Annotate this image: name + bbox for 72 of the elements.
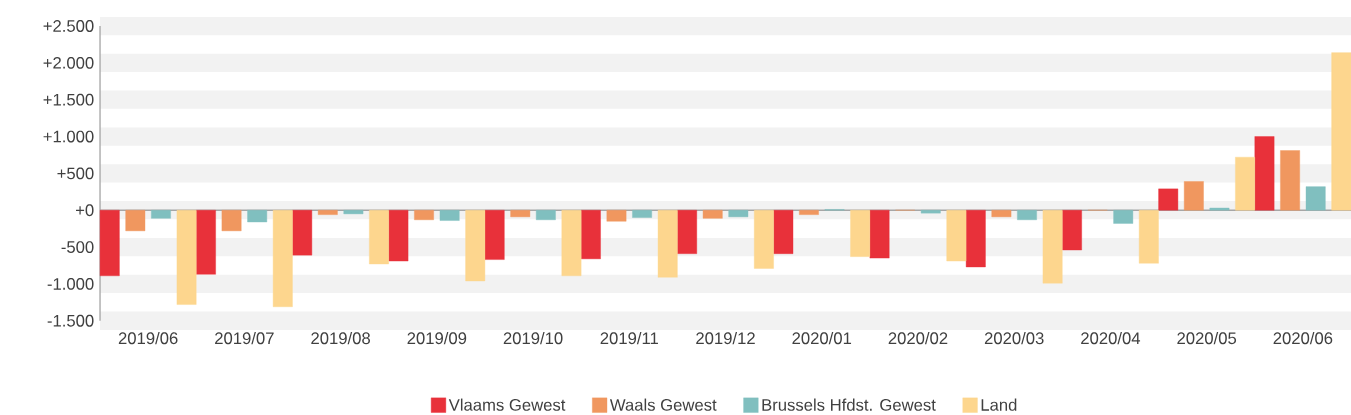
y-tick-label: +1.500 — [43, 93, 94, 106]
bar — [657, 210, 678, 278]
bar — [221, 210, 242, 232]
y-tick-label: +2.000 — [43, 57, 94, 69]
bar — [369, 210, 389, 265]
bar — [799, 210, 819, 215]
x-tick-label: 2019/11 — [600, 332, 658, 345]
bar — [869, 210, 890, 259]
x-tick-label: 2020/06 — [1273, 332, 1333, 345]
bar — [991, 210, 1012, 218]
bar — [1062, 210, 1082, 251]
bar — [1209, 207, 1230, 211]
x-tick-label: 2019/08 — [311, 332, 371, 345]
bar — [632, 210, 652, 218]
bar — [1254, 136, 1275, 211]
x-tick-label: 2020/03 — [984, 332, 1044, 345]
bar — [99, 210, 120, 277]
x-tick-label: 2020/04 — [1081, 332, 1141, 345]
y-tick-label: -1.000 — [47, 278, 94, 290]
legend-label: Land — [981, 398, 1017, 411]
bar — [1235, 157, 1255, 211]
bar — [535, 210, 556, 221]
bar — [247, 210, 268, 223]
bar — [439, 210, 460, 221]
bar — [850, 210, 871, 257]
bar — [317, 210, 338, 215]
bar — [1280, 150, 1300, 211]
x-tick-label: 2019/12 — [696, 332, 755, 345]
x-tick-label: 2019/10 — [503, 332, 563, 345]
bar — [606, 210, 627, 222]
bar — [484, 210, 505, 260]
bar — [702, 210, 723, 219]
bar — [388, 210, 409, 262]
bar — [773, 210, 794, 254]
bar — [920, 210, 941, 214]
bar — [677, 210, 697, 254]
bar — [754, 210, 774, 269]
bar — [1158, 188, 1179, 211]
x-tick-label: 2019/07 — [215, 332, 274, 345]
x-tick-label: 2019/09 — [407, 332, 467, 345]
bar — [196, 210, 216, 275]
bar — [965, 210, 986, 268]
bar — [292, 210, 313, 256]
bar — [1183, 181, 1204, 211]
x-tick-label: 2020/02 — [888, 332, 948, 345]
bar — [465, 210, 486, 282]
y-tick-label: -500 — [61, 241, 94, 254]
bar — [1017, 210, 1037, 221]
y-tick-label: +1.000 — [43, 130, 94, 143]
legend-label: Brussels Hfdst. Gewest — [762, 398, 936, 411]
bar — [561, 210, 582, 277]
bar — [946, 210, 967, 262]
x-tick-label: 2020/01 — [792, 332, 852, 345]
bar — [343, 210, 364, 215]
bar — [1113, 210, 1134, 224]
y-tick-label: +0 — [76, 204, 94, 217]
bar — [581, 210, 601, 260]
bar — [1305, 186, 1326, 211]
legend-label: Waals Gewest — [609, 398, 717, 411]
x-tick-label: 2019/06 — [118, 332, 178, 345]
x-tick-label: 2020/05 — [1177, 332, 1237, 345]
bar — [1138, 210, 1159, 264]
bar — [151, 210, 171, 219]
y-tick-label: +500 — [57, 167, 94, 180]
bar — [728, 210, 749, 218]
y-tick-label: +2.500 — [43, 20, 94, 33]
bar — [125, 210, 146, 232]
bar — [510, 210, 531, 218]
bar — [414, 210, 434, 221]
bar — [1042, 210, 1063, 284]
legend-label: Vlaams Gewest — [448, 398, 566, 411]
y-tick-label: -1.500 — [47, 314, 94, 327]
